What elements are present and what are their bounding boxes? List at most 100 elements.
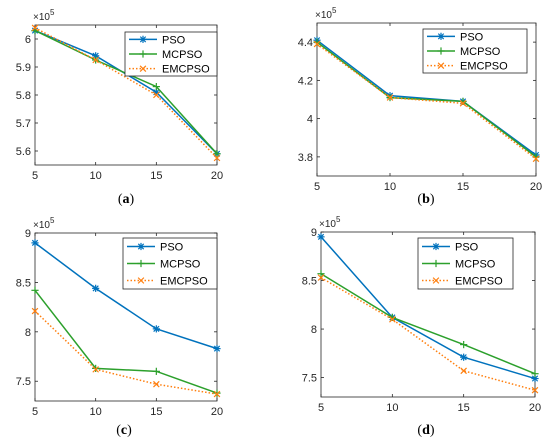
data-point-mcpso	[152, 367, 160, 375]
legend: PSO MCPSO EMCPSO	[417, 237, 514, 290]
y-tick-label: 5.6	[16, 146, 31, 158]
data-point-emcpso	[92, 56, 99, 64]
legend-label-emcpso: EMCPSO	[455, 276, 503, 288]
x-tick-label: 15	[150, 170, 162, 182]
x-tick-label: 10	[384, 181, 396, 193]
legend-marker-emcpso	[137, 277, 145, 284]
legend: PSO MCPSO EMCPSO	[422, 28, 528, 74]
data-point-emcpso	[313, 40, 321, 48]
panel-caption: (a)	[118, 192, 135, 207]
legend-marker-emcpso	[139, 65, 147, 72]
x-tick-label: 5	[314, 181, 320, 193]
legend-label-emcpso: EMCPSO	[162, 64, 210, 76]
data-point-pso	[92, 284, 100, 292]
y-tick-label: 5.9	[16, 62, 31, 74]
series-line-emcpso	[34, 27, 218, 159]
y-exponent-label: ×105	[33, 8, 55, 23]
x-tick-label: 20	[211, 170, 223, 182]
data-point-emcpso	[459, 100, 467, 107]
y-tick-label: 9	[25, 228, 31, 240]
legend-marker-pso	[432, 242, 440, 251]
data-point-mcpso	[460, 340, 468, 349]
x-tick-label: 5	[32, 406, 38, 418]
y-tick-label: 4	[307, 114, 313, 126]
y-tick-label: 8.5	[16, 277, 31, 289]
panel-b: 5 10 15 20 3.8 4 4.2 4.4 ×105 PSO MCPSO EMCPSO (b)	[298, 6, 542, 207]
data-point-emcpso	[153, 91, 160, 99]
data-point-emcpso	[213, 390, 221, 398]
panel-caption: (b)	[417, 192, 434, 207]
legend-marker-pso	[437, 32, 445, 40]
data-point-emcpso	[31, 307, 39, 315]
legend-marker-pso	[137, 242, 145, 251]
legend-label-mcpso: MCPSO	[455, 259, 496, 271]
legend-marker-emcpso	[437, 62, 445, 69]
x-tick-label: 5	[32, 170, 38, 182]
panel-d: 5 10 15 20 7.5 8 8.5 9×105 PSO MCPSO EMCPSO (d)	[302, 215, 541, 438]
data-point-mcpso	[213, 389, 221, 397]
axes-box-b	[316, 22, 537, 177]
axes-box-c	[34, 232, 218, 402]
y-tick-label: 8	[311, 324, 317, 336]
data-point-pso	[213, 345, 221, 353]
y-tick-label: 7.5	[16, 376, 31, 388]
data-point-mcpso	[31, 286, 39, 294]
x-tick-label: 15	[150, 406, 162, 418]
y-tick-label: 9	[311, 227, 317, 239]
x-tick-label: 5	[318, 402, 324, 414]
y-tick-label: 4.2	[298, 75, 313, 87]
data-point-emcpso	[31, 24, 39, 32]
y-tick-label: 8.5	[302, 276, 317, 288]
series-line-pso	[316, 39, 537, 156]
legend-marker-mcpso	[437, 47, 445, 55]
legend-marker-emcpso	[432, 277, 440, 284]
legend-label-mcpso: MCPSO	[460, 46, 501, 58]
data-point-emcpso	[460, 367, 467, 375]
y-tick-label: 5.7	[16, 118, 31, 130]
legend-marker-mcpso	[137, 259, 145, 268]
y-tick-label: 3.8	[298, 152, 313, 164]
legend: PSO MCPSO EMCPSO	[124, 31, 218, 77]
legend-marker-mcpso	[432, 259, 440, 268]
legend-label-emcpso: EMCPSO	[460, 61, 508, 73]
series-line-pso	[34, 242, 218, 350]
x-tick-label: 15	[457, 181, 469, 193]
series-line-mcpso	[320, 273, 536, 375]
y-tick-label: 6	[25, 34, 31, 46]
series-line-mcpso	[34, 289, 218, 394]
legend-label-pso: PSO	[460, 31, 484, 43]
series-line-mcpso	[316, 41, 537, 158]
panel-c: 5 10 15 20 7.5 8 8.5 9×105 PSO MCPSO EMCPSO (c)	[16, 216, 223, 438]
series-line-pso	[320, 236, 536, 380]
data-point-mcpso	[531, 370, 539, 378]
legend: PSO MCPSO EMCPSO	[122, 237, 218, 290]
data-point-pso	[152, 325, 160, 333]
data-point-emcpso	[153, 380, 160, 388]
data-point-emcpso	[317, 274, 325, 281]
x-tick-label: 15	[458, 402, 470, 414]
y-exponent-label: ×105	[33, 216, 55, 231]
series-line-emcpso	[316, 43, 537, 160]
x-tick-label: 10	[386, 402, 398, 414]
y-exponent-label: ×105	[315, 6, 337, 21]
panel-caption: (c)	[116, 423, 132, 438]
data-point-emcpso	[532, 155, 540, 163]
series-line-emcpso	[320, 276, 536, 391]
data-point-mcpso	[152, 83, 160, 91]
x-tick-label: 10	[90, 170, 102, 182]
y-tick-label: 8	[25, 327, 31, 339]
legend-label-mcpso: MCPSO	[162, 49, 203, 61]
legend-marker-mcpso	[139, 50, 147, 58]
panel-a: 5 10 15 20 5.6 5.7 5.8 5.9 6×105 PSO MCPSO EMCPSO (a…	[16, 8, 223, 207]
legend-label-mcpso: MCPSO	[160, 259, 201, 271]
y-exponent-label: ×105	[319, 215, 341, 230]
data-point-pso	[460, 353, 468, 361]
legend-marker-pso	[139, 35, 147, 43]
legend-label-emcpso: EMCPSO	[160, 276, 208, 288]
data-point-emcpso	[92, 366, 99, 373]
legend-label-pso: PSO	[162, 34, 186, 46]
x-tick-label: 20	[529, 402, 541, 414]
data-point-emcpso	[389, 316, 396, 323]
data-point-pso	[31, 239, 39, 247]
